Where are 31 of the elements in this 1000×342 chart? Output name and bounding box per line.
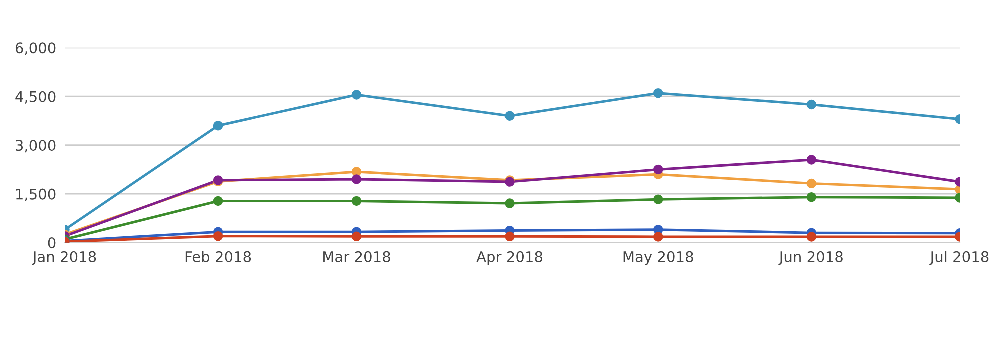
point xyxy=(213,196,224,206)
point xyxy=(806,178,817,189)
x-tick-label: Feb 2018 xyxy=(186,251,252,262)
y-tick-label: 0 xyxy=(48,238,56,249)
point xyxy=(352,90,362,100)
point xyxy=(505,198,515,208)
point xyxy=(505,111,515,121)
point xyxy=(213,120,224,131)
point xyxy=(806,232,817,242)
point xyxy=(654,164,664,175)
point xyxy=(352,174,362,184)
point xyxy=(806,100,817,110)
point xyxy=(806,155,817,165)
x-tick-label: Mar 2018 xyxy=(324,251,390,262)
point xyxy=(654,194,664,204)
y-tick-label: 3,000 xyxy=(16,140,56,153)
point xyxy=(213,231,224,242)
y-tick-label: 6,000 xyxy=(16,42,56,56)
point xyxy=(505,232,515,242)
point xyxy=(352,232,362,242)
x-tick-label: Apr 2018 xyxy=(476,251,543,266)
x-tick-label: Jan 2018 xyxy=(32,251,96,266)
y-tick-label: 1,500 xyxy=(16,188,56,202)
point xyxy=(654,232,664,242)
point xyxy=(806,192,817,202)
y-tick-label: 4,500 xyxy=(16,91,56,104)
point xyxy=(352,196,362,206)
x-tick-label: Jul 2018 xyxy=(930,251,989,266)
x-tick-label: May 2018 xyxy=(624,251,694,266)
point xyxy=(654,88,664,98)
x-tick-label: Jun 2018 xyxy=(778,251,843,266)
